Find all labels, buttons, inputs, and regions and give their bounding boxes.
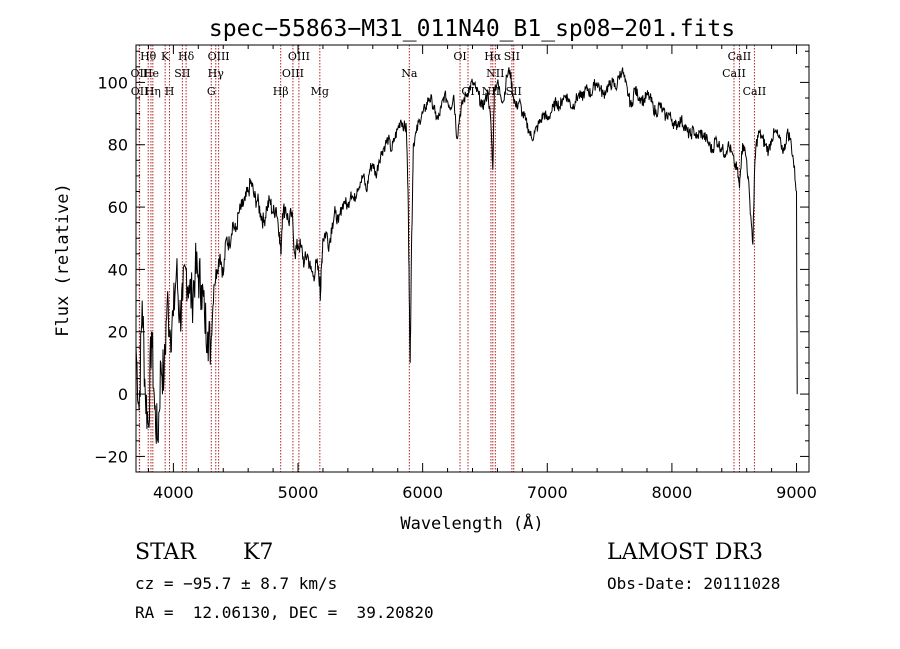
axis-ticks: 4000 5000 6000 7000 8000 9000 −20 0 20 40 60 80 100 <box>94 45 817 502</box>
chart-title: spec−55863−M31_011N40_B1_sp08−201.fits <box>209 16 735 42</box>
marker-label-26: CaII <box>743 85 767 98</box>
marker-label-10: Hγ <box>208 67 225 80</box>
marker-label-5: K <box>161 50 170 63</box>
y-tick-label-6: 100 <box>97 73 128 92</box>
y-tick-label-1: 0 <box>118 385 128 404</box>
spectrum-line <box>135 67 798 444</box>
marker-label-0: Hθ <box>140 50 157 63</box>
marker-label-8: Hδ <box>178 50 195 63</box>
marker-label-25: CaII <box>728 50 752 63</box>
marker-label-9: OIII <box>208 50 230 63</box>
marker-label-2: OII <box>131 85 149 98</box>
x-tick-label-1: 5000 <box>278 483 319 502</box>
x-tick-label-4: 8000 <box>652 483 693 502</box>
y-tick-label-5: 80 <box>108 136 128 155</box>
x-axis-label: Wavelength (Å) <box>400 512 543 534</box>
marker-label-19: NII <box>482 85 500 98</box>
emission-line-markers <box>138 45 755 472</box>
marker-label-20: Hα <box>484 50 502 63</box>
marker-label-1: OII <box>131 67 149 80</box>
x-tick-label-3: 7000 <box>527 483 568 502</box>
y-tick-label-2: 20 <box>108 323 128 342</box>
x-tick-label-0: 4000 <box>153 483 194 502</box>
y-axis-label: Flux (relative) <box>53 183 73 337</box>
plot-frame <box>135 44 810 473</box>
marker-label-22: SII <box>504 50 520 63</box>
marker-label-11: G <box>207 85 216 98</box>
marker-label-12: Hβ <box>273 85 289 98</box>
redshift-value: cz = −95.7 ± 8.7 km/s <box>135 574 338 593</box>
y-tick-label-4: 60 <box>108 198 128 217</box>
survey-name: LAMOST DR3 <box>607 540 763 565</box>
observation-date: Obs-Date: 20111028 <box>607 574 781 593</box>
marker-label-16: Na <box>401 67 418 80</box>
coordinates: RA = 12.06130, DEC = 39.20820 <box>135 603 434 622</box>
object-subclass: K7 <box>243 540 274 565</box>
marker-label-6: H <box>165 85 175 98</box>
x-tick-label-5: 9000 <box>776 483 817 502</box>
marker-label-17: OI <box>453 50 466 63</box>
x-tick-label-2: 6000 <box>402 483 443 502</box>
object-class: STAR <box>135 540 196 565</box>
marker-label-15: Mg <box>311 85 329 98</box>
marker-label-7: SII <box>174 67 190 80</box>
marker-label-24: CaII <box>722 67 746 80</box>
marker-label-4: Hη <box>145 85 161 98</box>
marker-label-3: He <box>143 67 159 80</box>
marker-label-13: OIII <box>288 50 310 63</box>
y-tick-label-3: 40 <box>108 260 128 279</box>
marker-label-14: OIII <box>282 67 304 80</box>
y-tick-label-0: −20 <box>94 447 128 466</box>
marker-label-21: NII <box>486 67 504 80</box>
marker-label-23: SII <box>506 85 522 98</box>
